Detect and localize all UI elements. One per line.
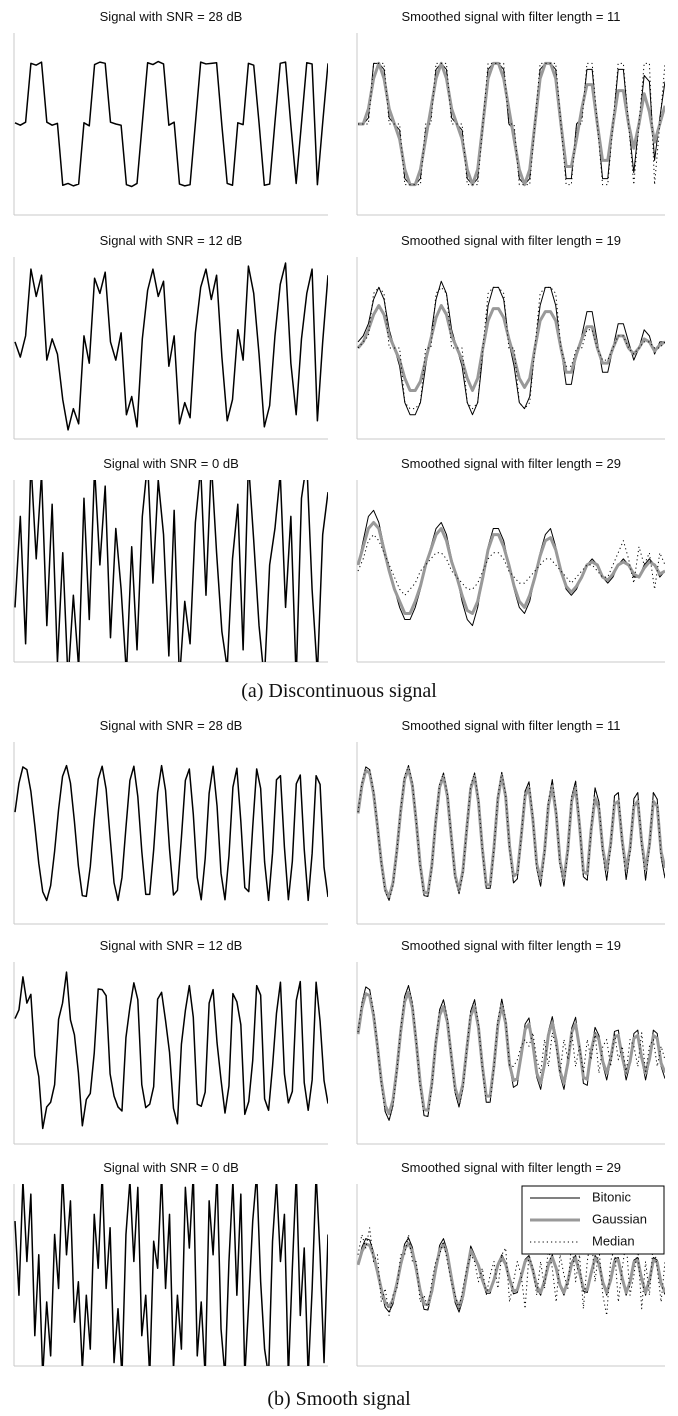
- series-line: [357, 534, 665, 596]
- series-line: [357, 767, 665, 899]
- caption: (b) Smooth signal: [267, 1388, 411, 1410]
- series-line: [14, 764, 328, 902]
- series-line: [357, 990, 665, 1116]
- series-line: [14, 971, 328, 1130]
- panel-title: Signal with SNR = 0 dB: [103, 456, 238, 471]
- panel-title: Signal with SNR = 28 dB: [100, 9, 243, 24]
- panel-title: Smoothed signal with filter length = 19: [401, 233, 621, 248]
- panel-title: Signal with SNR = 12 dB: [100, 938, 243, 953]
- series-line: [14, 262, 328, 431]
- legend-label: Median: [592, 1233, 635, 1248]
- series-line: [357, 304, 665, 392]
- panel-title: Smoothed signal with filter length = 29: [401, 1160, 621, 1175]
- panel-title: Signal with SNR = 12 dB: [100, 233, 243, 248]
- panel-title: Signal with SNR = 0 dB: [103, 1160, 238, 1175]
- series-line: [357, 520, 665, 615]
- series-line: [14, 1184, 328, 1366]
- series-line: [14, 60, 328, 188]
- legend-label: Bitonic: [592, 1189, 632, 1204]
- panel-title: Smoothed signal with filter length = 11: [401, 718, 620, 733]
- panel-title: Smoothed signal with filter length = 29: [401, 456, 621, 471]
- panel-title: Smoothed signal with filter length = 11: [401, 9, 620, 24]
- legend-label: Gaussian: [592, 1211, 647, 1226]
- caption: (a) Discontinuous signal: [241, 680, 437, 702]
- panel-title: Smoothed signal with filter length = 19: [401, 938, 621, 953]
- series-line: [357, 1241, 665, 1309]
- series-line: [14, 480, 328, 662]
- panel-title: Signal with SNR = 28 dB: [100, 718, 243, 733]
- series-line: [358, 62, 665, 186]
